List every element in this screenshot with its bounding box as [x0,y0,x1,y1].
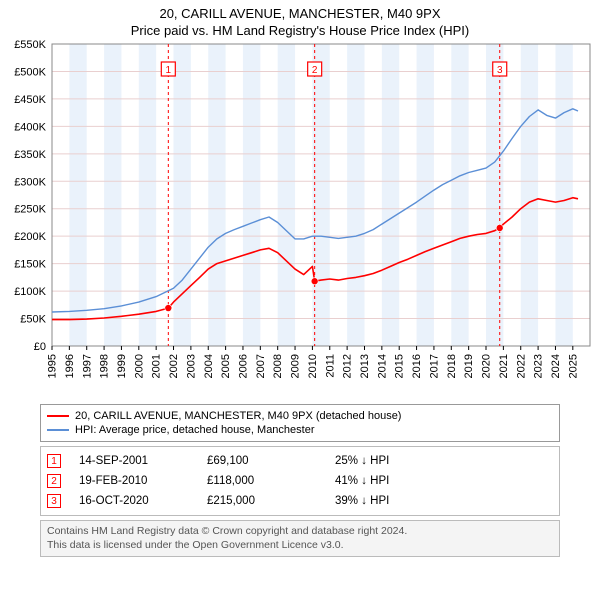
svg-text:2017: 2017 [428,354,440,378]
svg-text:1997: 1997 [81,354,93,378]
legend-row-2: HPI: Average price, detached house, Manc… [47,423,553,437]
tx-hpi-1: 25% ↓ HPI [335,455,445,467]
legend-label-2: HPI: Average price, detached house, Manc… [75,424,315,436]
legend-swatch-1 [47,415,69,417]
table-row: 3 16-OCT-2020 £215,000 39% ↓ HPI [47,491,553,511]
svg-text:2025: 2025 [567,354,579,378]
svg-text:2018: 2018 [446,354,458,378]
footer: Contains HM Land Registry data © Crown c… [40,520,560,557]
svg-text:2015: 2015 [394,354,406,378]
svg-text:2013: 2013 [359,354,371,378]
line-chart: £0 £50K £100K £150K £200K £250K £300K £350K £400… [0,38,600,398]
tx-marker-1: 1 [47,454,61,468]
tx-date-1: 14-SEP-2001 [79,455,189,467]
svg-text:2004: 2004 [203,354,215,378]
tx-price-2: £118,000 [207,475,317,487]
tx-price-3: £215,000 [207,495,317,507]
svg-text:2006: 2006 [237,354,249,378]
svg-text:£500K: £500K [14,66,46,78]
title-main: 20, CARILL AVENUE, MANCHESTER, M40 9PX [0,6,600,21]
tx-hpi-2: 41% ↓ HPI [335,475,445,487]
svg-text:3: 3 [497,65,503,76]
svg-text:1996: 1996 [64,354,76,378]
svg-text:£100K: £100K [14,286,46,298]
svg-text:2011: 2011 [324,354,336,378]
legend-row-1: 20, CARILL AVENUE, MANCHESTER, M40 9PX (… [47,409,553,423]
svg-text:1995: 1995 [47,354,59,378]
svg-text:2014: 2014 [376,354,388,378]
legend: 20, CARILL AVENUE, MANCHESTER, M40 9PX (… [40,404,560,442]
svg-text:2022: 2022 [515,354,527,378]
svg-text:£150K: £150K [14,259,46,271]
svg-text:2002: 2002 [168,354,180,378]
svg-text:2021: 2021 [498,354,510,378]
chart-titles: 20, CARILL AVENUE, MANCHESTER, M40 9PX P… [0,0,600,38]
svg-text:2007: 2007 [255,354,267,378]
svg-text:2005: 2005 [220,354,232,378]
svg-text:£200K: £200K [14,231,46,243]
footer-line-2: This data is licensed under the Open Gov… [47,539,553,553]
table-row: 2 19-FEB-2010 £118,000 41% ↓ HPI [47,471,553,491]
tx-price-1: £69,100 [207,455,317,467]
legend-label-1: 20, CARILL AVENUE, MANCHESTER, M40 9PX (… [75,410,401,422]
svg-text:2003: 2003 [185,354,197,378]
svg-text:£400K: £400K [14,121,46,133]
svg-text:£450K: £450K [14,94,46,106]
tx-hpi-3: 39% ↓ HPI [335,495,445,507]
svg-text:2020: 2020 [481,354,493,378]
svg-text:2023: 2023 [533,354,545,378]
tx-date-2: 19-FEB-2010 [79,475,189,487]
svg-text:£350K: £350K [14,149,46,161]
svg-text:1998: 1998 [99,354,111,378]
tx-marker-2: 2 [47,474,61,488]
table-row: 1 14-SEP-2001 £69,100 25% ↓ HPI [47,451,553,471]
legend-swatch-2 [47,429,69,431]
tx-marker-3: 3 [47,494,61,508]
svg-text:2012: 2012 [342,354,354,378]
svg-text:2000: 2000 [133,354,145,378]
svg-text:2: 2 [312,65,318,76]
svg-text:1: 1 [166,65,172,76]
svg-text:1999: 1999 [116,354,128,378]
svg-text:£550K: £550K [14,39,46,51]
svg-text:2016: 2016 [411,354,423,378]
svg-text:£250K: £250K [14,204,46,216]
transactions-table: 1 14-SEP-2001 £69,100 25% ↓ HPI 2 19-FEB… [40,446,560,516]
svg-text:2008: 2008 [272,354,284,378]
svg-text:2009: 2009 [290,354,302,378]
title-sub: Price paid vs. HM Land Registry's House … [0,23,600,38]
svg-text:2019: 2019 [463,354,475,378]
footer-line-1: Contains HM Land Registry data © Crown c… [47,525,553,539]
svg-text:£300K: £300K [14,176,46,188]
svg-text:£50K: £50K [20,314,46,326]
svg-text:2010: 2010 [307,354,319,378]
chart-container: £0 £50K £100K £150K £200K £250K £300K £350K £400… [0,38,600,398]
svg-text:£0: £0 [34,341,46,353]
svg-text:2024: 2024 [550,354,562,378]
tx-date-3: 16-OCT-2020 [79,495,189,507]
svg-text:2001: 2001 [151,354,163,378]
